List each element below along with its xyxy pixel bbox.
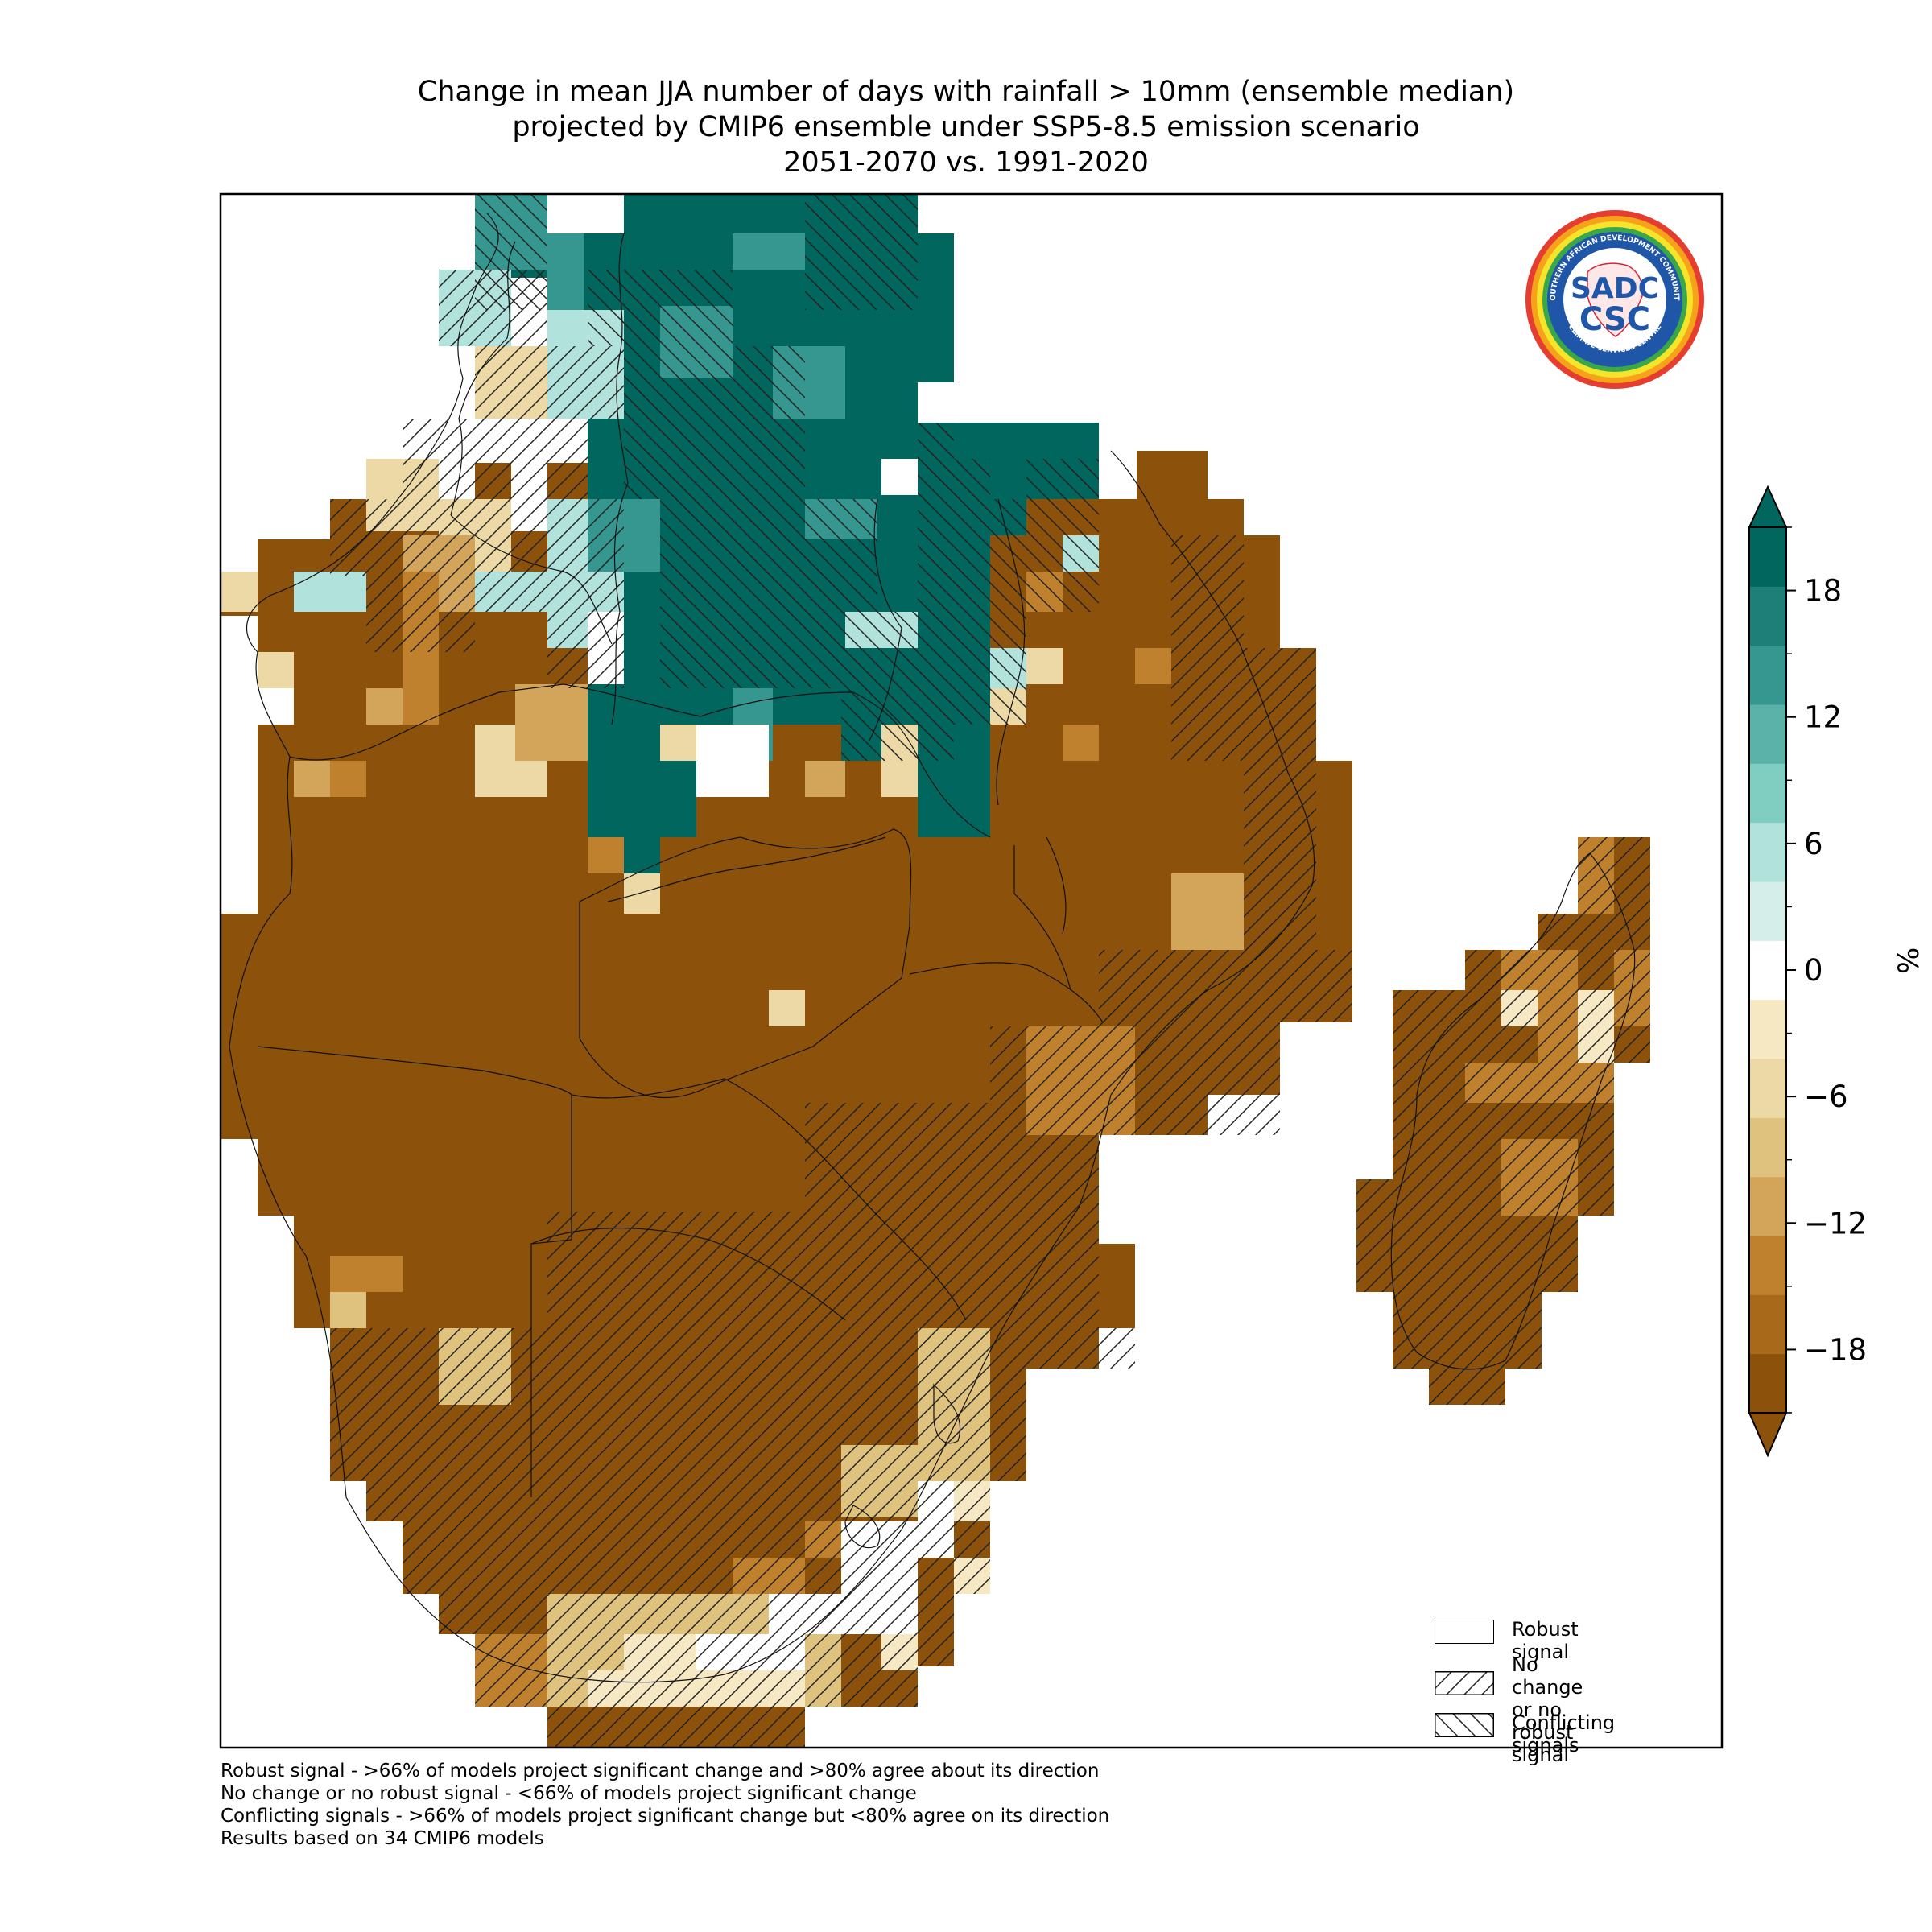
colorbar-segment [1749, 1176, 1786, 1236]
hatch-no-robust-signal-madagascar [1356, 837, 1650, 1405]
hatch-no-robust-signal-east [1171, 535, 1316, 950]
colorbar-segment [1749, 763, 1786, 824]
colorbar-segment [1749, 704, 1786, 764]
footnote-robust: Robust signal - >66% of models project s… [221, 1761, 1100, 1781]
colorbar-segment [1749, 822, 1786, 882]
hatch-conflicting-signals [475, 194, 1099, 761]
colorbar-segment [1749, 1117, 1786, 1178]
footnote-no-robust: No change or no robust signal - <66% of … [221, 1783, 917, 1804]
colorbar-ticks: 18 12 6 0 −6 −12 −18 [1786, 526, 1867, 1414]
legend-label-robust: Robust signal [1512, 1618, 1579, 1663]
colorbar-segment [1749, 999, 1786, 1059]
colorbar-tick-label: 0 [1804, 953, 1823, 988]
logo-csc-text: CSC [1579, 301, 1650, 338]
title-line-2: projected by CMIP6 ensemble under SSP5-8… [512, 111, 1420, 143]
title-line-1: Change in mean JJA number of days with r… [417, 76, 1515, 108]
legend-label-no-robust: No change or no robust signal [1512, 1653, 1583, 1766]
colorbar-segment [1749, 940, 1786, 1001]
hatch-no-robust-signal-south [330, 950, 1352, 1747]
colorbar-segment [1749, 586, 1786, 646]
colorbar-segment [1749, 1294, 1786, 1355]
colorbar-unit-label: % [1893, 947, 1926, 974]
colorbar-segment [1749, 1236, 1786, 1295]
colorbar-tick-label: −6 [1804, 1080, 1848, 1114]
colorbar-segment [1749, 1353, 1786, 1414]
title-line-3: 2051-2070 vs. 1991-2020 [783, 147, 1149, 179]
colorbar-tick-label: −12 [1804, 1206, 1867, 1241]
sadc-csc-logo: SADC CSC SOUTHERN AFRICAN DEVELOPMENT CO… [1523, 208, 1704, 389]
colorbar-tick-label: 6 [1804, 827, 1823, 861]
colorbar-segment [1749, 527, 1786, 587]
colorbar-tick-label: 12 [1804, 700, 1842, 735]
logo-sadc-text: SADC [1571, 272, 1659, 305]
colorbar-tick-label: −18 [1804, 1332, 1867, 1367]
country-borders [229, 213, 1315, 1683]
footnote-models: Results based on 34 CMIP6 models [221, 1828, 544, 1849]
colorbar-segments [1749, 527, 1786, 1414]
colorbar-segment [1749, 645, 1786, 705]
hatch-no-robust-signal-north [330, 270, 624, 688]
legend-swatch-no-robust [1435, 1671, 1494, 1695]
colorbar-extend-bottom [1748, 1412, 1788, 1458]
colorbar-tick-label: 18 [1804, 574, 1842, 609]
map-frame [219, 192, 1724, 1749]
footnote-conflicting: Conflicting signals - >66% of models pro… [221, 1806, 1110, 1827]
legend-label-conflicting: Conflicting signals [1512, 1711, 1616, 1757]
legend-swatch-conflicting [1435, 1713, 1494, 1737]
chart-title: Change in mean JJA number of days with r… [0, 74, 1932, 180]
colorbar-segment [1749, 1059, 1786, 1118]
footnotes: Robust signal - >66% of models project s… [221, 1760, 1109, 1850]
colorbar-segment [1749, 881, 1786, 941]
legend-swatch-robust [1435, 1620, 1494, 1644]
madagascar-outline [1390, 852, 1636, 1370]
colorbar-extend-top [1748, 485, 1788, 528]
